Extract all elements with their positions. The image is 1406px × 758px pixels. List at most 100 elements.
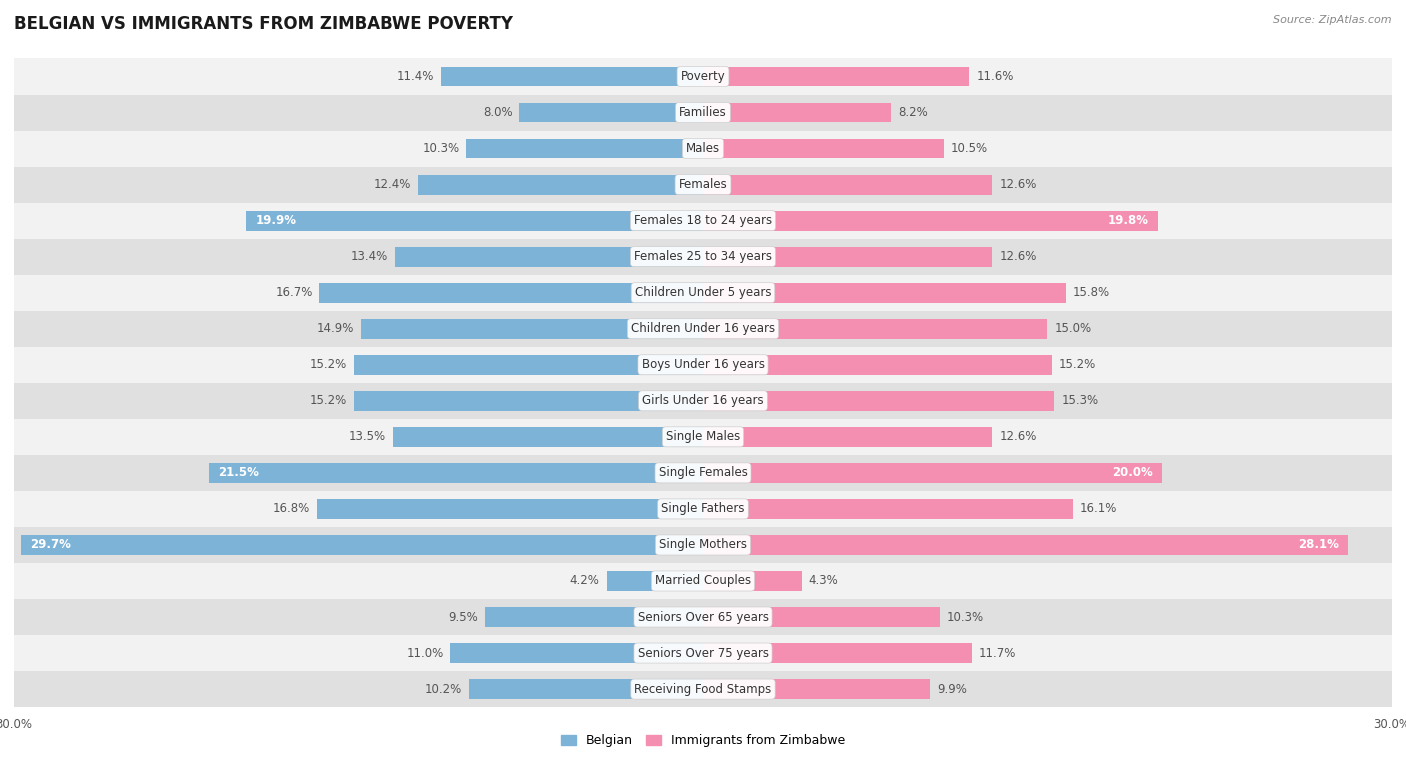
Text: Single Males: Single Males <box>666 431 740 443</box>
Text: Families: Families <box>679 106 727 119</box>
Bar <box>467 139 703 158</box>
Bar <box>21 535 703 555</box>
Text: 20.0%: 20.0% <box>1112 466 1153 479</box>
Text: 11.0%: 11.0% <box>406 647 443 659</box>
Text: 12.6%: 12.6% <box>1000 250 1036 263</box>
Bar <box>14 671 1392 707</box>
Text: Girls Under 16 years: Girls Under 16 years <box>643 394 763 407</box>
Text: 15.2%: 15.2% <box>309 394 347 407</box>
Bar <box>395 247 703 267</box>
Bar <box>14 527 1392 563</box>
Text: 15.2%: 15.2% <box>1059 359 1097 371</box>
Text: Married Couples: Married Couples <box>655 575 751 587</box>
Bar <box>606 571 703 591</box>
Text: 11.6%: 11.6% <box>976 70 1014 83</box>
Text: 12.6%: 12.6% <box>1000 178 1036 191</box>
Text: Children Under 5 years: Children Under 5 years <box>634 287 772 299</box>
Text: 4.2%: 4.2% <box>569 575 599 587</box>
Bar <box>354 355 703 374</box>
Bar <box>703 427 993 446</box>
Bar <box>703 571 801 591</box>
Bar <box>209 463 703 483</box>
Text: 16.8%: 16.8% <box>273 503 311 515</box>
Bar <box>14 274 1392 311</box>
Bar <box>14 455 1392 491</box>
Bar <box>418 174 703 195</box>
Text: Receiving Food Stamps: Receiving Food Stamps <box>634 683 772 696</box>
Bar <box>14 491 1392 527</box>
Text: Source: ZipAtlas.com: Source: ZipAtlas.com <box>1274 15 1392 25</box>
Bar <box>318 499 703 518</box>
Bar <box>14 95 1392 130</box>
Bar <box>703 211 1157 230</box>
Text: 12.4%: 12.4% <box>374 178 412 191</box>
Bar <box>14 58 1392 95</box>
Text: 15.0%: 15.0% <box>1054 322 1091 335</box>
Bar <box>703 607 939 627</box>
Bar <box>703 139 945 158</box>
Bar <box>703 283 1066 302</box>
Text: 9.5%: 9.5% <box>449 610 478 624</box>
Text: 14.9%: 14.9% <box>316 322 354 335</box>
Text: 11.7%: 11.7% <box>979 647 1017 659</box>
Bar <box>468 679 703 699</box>
Text: 19.8%: 19.8% <box>1108 214 1149 227</box>
Text: 8.0%: 8.0% <box>482 106 512 119</box>
Bar <box>246 211 703 230</box>
Text: 12.6%: 12.6% <box>1000 431 1036 443</box>
Bar <box>361 319 703 339</box>
Bar <box>703 102 891 123</box>
Text: Females 25 to 34 years: Females 25 to 34 years <box>634 250 772 263</box>
Text: 15.8%: 15.8% <box>1073 287 1109 299</box>
Bar <box>703 463 1163 483</box>
Text: 8.2%: 8.2% <box>898 106 928 119</box>
Bar <box>354 391 703 411</box>
Bar <box>703 174 993 195</box>
Bar <box>703 355 1052 374</box>
Text: 4.3%: 4.3% <box>808 575 838 587</box>
Text: 13.4%: 13.4% <box>352 250 388 263</box>
Legend: Belgian, Immigrants from Zimbabwe: Belgian, Immigrants from Zimbabwe <box>557 729 849 753</box>
Text: 10.5%: 10.5% <box>950 142 988 155</box>
Bar <box>392 427 703 446</box>
Text: Single Fathers: Single Fathers <box>661 503 745 515</box>
Text: 10.2%: 10.2% <box>425 683 461 696</box>
Text: BELGIAN VS IMMIGRANTS FROM ZIMBABWE POVERTY: BELGIAN VS IMMIGRANTS FROM ZIMBABWE POVE… <box>14 15 513 33</box>
Bar <box>703 499 1073 518</box>
Bar <box>14 599 1392 635</box>
Text: 9.9%: 9.9% <box>938 683 967 696</box>
Bar <box>703 679 931 699</box>
Bar <box>485 607 703 627</box>
Text: Seniors Over 75 years: Seniors Over 75 years <box>637 647 769 659</box>
Text: 19.9%: 19.9% <box>256 214 297 227</box>
Bar <box>14 419 1392 455</box>
Text: Poverty: Poverty <box>681 70 725 83</box>
Bar <box>14 202 1392 239</box>
Text: 28.1%: 28.1% <box>1298 538 1339 552</box>
Bar <box>14 239 1392 274</box>
Text: Single Females: Single Females <box>658 466 748 479</box>
Bar <box>319 283 703 302</box>
Text: Boys Under 16 years: Boys Under 16 years <box>641 359 765 371</box>
Bar <box>703 535 1348 555</box>
Text: 10.3%: 10.3% <box>946 610 984 624</box>
Bar <box>14 346 1392 383</box>
Bar <box>14 383 1392 419</box>
Bar <box>14 563 1392 599</box>
Bar <box>14 130 1392 167</box>
Text: Seniors Over 65 years: Seniors Over 65 years <box>637 610 769 624</box>
Bar <box>14 167 1392 202</box>
Bar <box>441 67 703 86</box>
Bar <box>450 643 703 663</box>
Text: 29.7%: 29.7% <box>30 538 72 552</box>
Text: 10.3%: 10.3% <box>422 142 460 155</box>
Bar <box>703 247 993 267</box>
Bar <box>703 643 972 663</box>
Bar <box>14 635 1392 671</box>
Text: 11.4%: 11.4% <box>396 70 434 83</box>
Text: Females: Females <box>679 178 727 191</box>
Text: Females 18 to 24 years: Females 18 to 24 years <box>634 214 772 227</box>
Text: 16.7%: 16.7% <box>276 287 312 299</box>
Text: 15.2%: 15.2% <box>309 359 347 371</box>
Bar <box>703 319 1047 339</box>
